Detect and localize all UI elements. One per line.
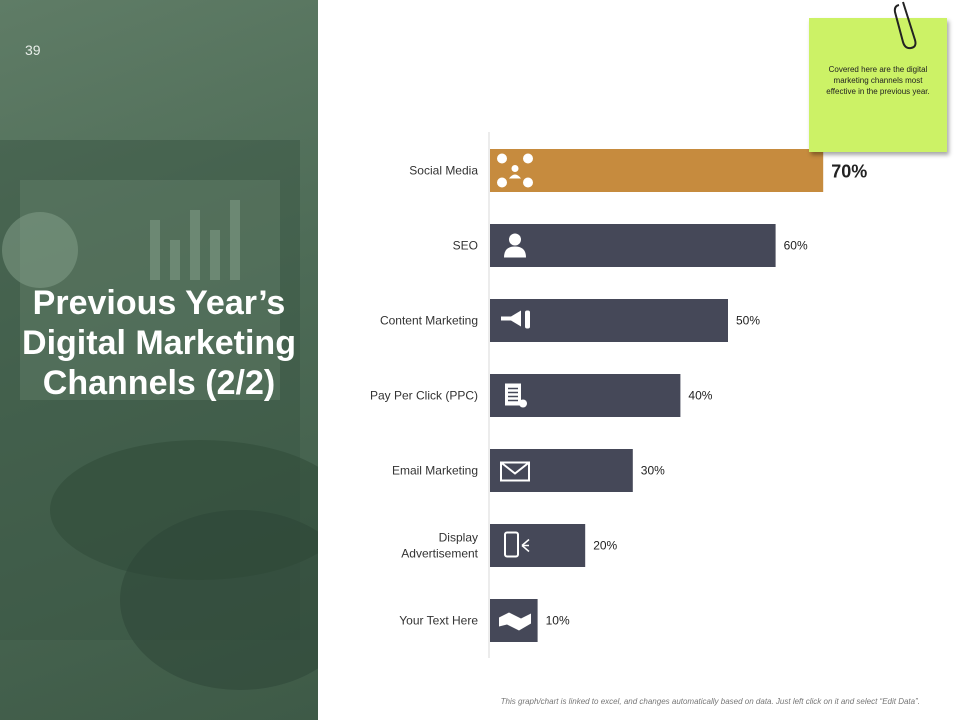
value-label: 50%	[736, 314, 760, 328]
document-icon	[505, 383, 527, 408]
page-title: Previous Year’s Digital Marketing Channe…	[22, 284, 296, 402]
value-label: 40%	[688, 389, 712, 403]
value-label: 10%	[546, 614, 570, 628]
email-icon	[500, 461, 530, 482]
handshake-icon	[499, 612, 531, 631]
category-label: Pay Per Click (PPC)	[370, 389, 478, 403]
bar-2	[490, 224, 776, 267]
value-label: 20%	[593, 539, 617, 553]
category-label: Your Text Here	[399, 614, 478, 628]
category-label: Display Advertisement	[401, 531, 478, 561]
bar-chart: Social Media 70% SEO 60% Content Marketing 50…	[370, 132, 867, 658]
background-photo	[0, 140, 318, 690]
footer-note: This graph/chart is linked to excel, and…	[500, 697, 920, 706]
value-label: 30%	[641, 464, 665, 478]
category-label: Email Marketing	[392, 464, 478, 478]
category-label: SEO	[453, 239, 478, 253]
user-icon	[504, 233, 526, 258]
megaphone-icon	[501, 310, 530, 329]
paperclip-icon	[893, 1, 917, 50]
sticky-note-text: Covered here are the digital marketing c…	[826, 65, 930, 96]
category-label: Social Media	[409, 164, 478, 178]
value-label: 60%	[784, 239, 808, 253]
slide-number: 39	[25, 42, 41, 58]
bar-1	[490, 149, 824, 192]
bar-5	[490, 449, 633, 492]
social-network-icon	[497, 153, 533, 188]
bar-4	[490, 374, 681, 417]
mobile-ad-icon	[504, 531, 530, 558]
left-panel: 39 Previous Year’s Digital Marketing Cha…	[0, 0, 318, 720]
sticky-note: Covered here are the digital marketing c…	[809, 18, 947, 152]
category-label: Content Marketing	[380, 314, 478, 328]
value-label: 70%	[831, 162, 867, 182]
